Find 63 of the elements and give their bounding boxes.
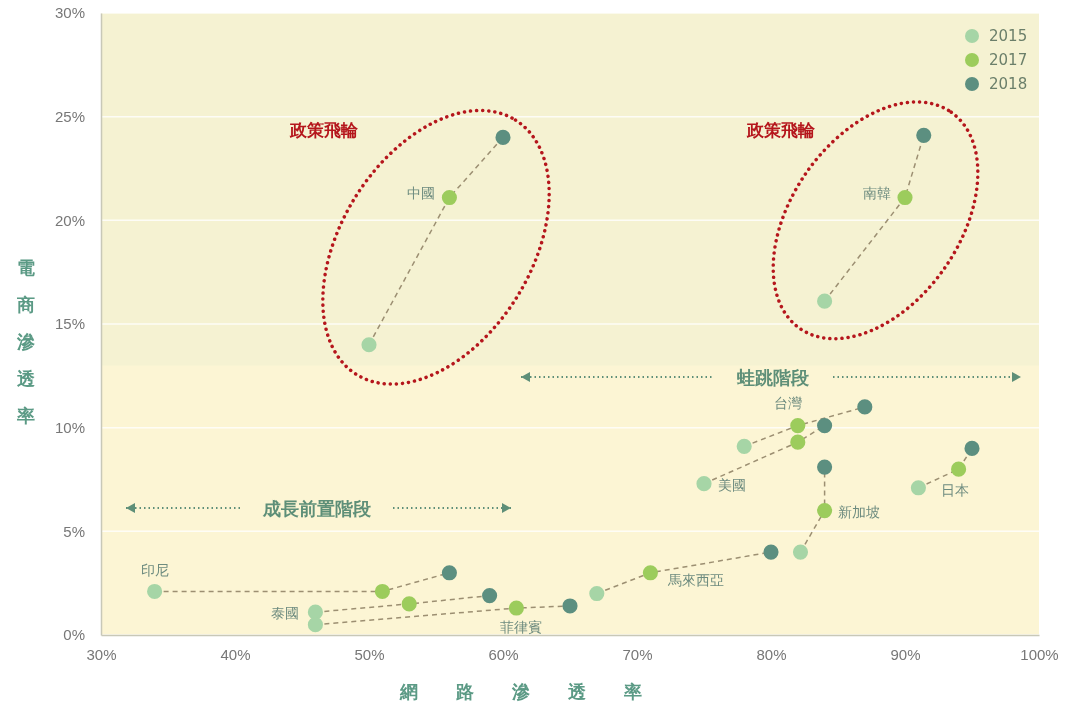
annotation: 泰國	[271, 605, 300, 622]
point	[441, 189, 457, 206]
x-tick-label: 80%	[756, 645, 787, 663]
x-tick-label: 70%	[622, 645, 653, 663]
annotation: 馬來西亞	[667, 571, 725, 588]
annotation: 政策飛輪	[746, 120, 816, 140]
point	[790, 434, 806, 450]
x-tick-label: 60%	[488, 645, 519, 663]
x-tick-label: 100%	[1020, 645, 1059, 663]
point	[916, 127, 932, 143]
point	[508, 600, 524, 616]
point	[374, 583, 390, 600]
point	[495, 129, 511, 145]
point	[482, 588, 498, 604]
annotation: 成長前置階段	[262, 498, 372, 519]
point	[910, 480, 926, 496]
point	[401, 596, 417, 612]
annotation: 蛙跳階段	[736, 367, 810, 388]
x-tick-label: 40%	[220, 645, 251, 663]
point	[817, 459, 833, 475]
annotation: 美國	[718, 476, 746, 493]
point	[763, 544, 779, 560]
point	[736, 438, 752, 454]
point	[792, 544, 809, 560]
y-tick-label: 20%	[54, 211, 85, 229]
point	[817, 293, 833, 309]
annotation: 印尼	[140, 562, 169, 579]
point	[857, 399, 873, 415]
y-tick-label: 5%	[63, 522, 85, 540]
y-tick-label: 25%	[54, 107, 85, 125]
point	[307, 617, 323, 633]
y-axis-title: 電商滲透率	[16, 257, 36, 426]
x-tick-label: 50%	[354, 645, 385, 663]
annotation: 日本	[940, 482, 969, 499]
point	[642, 565, 658, 581]
annotation: 南韓	[863, 184, 891, 201]
legend-label: 2015	[989, 27, 1028, 45]
x-tick-label: 90%	[890, 645, 921, 663]
point	[951, 461, 967, 477]
point	[964, 440, 980, 456]
y-tick-label: 0%	[63, 626, 85, 644]
point	[696, 476, 712, 492]
annotation: 新加坡	[837, 503, 880, 520]
annotation: 菲律賓	[500, 619, 543, 636]
annotation: 中國	[407, 184, 436, 201]
point	[589, 585, 605, 602]
legend-label: 2018	[989, 75, 1028, 93]
y-tick-label: 10%	[54, 418, 85, 436]
point	[790, 418, 806, 434]
point	[897, 189, 913, 206]
annotation: 政策飛輪	[289, 120, 359, 140]
point	[817, 418, 833, 434]
legend-label: 2017	[989, 51, 1028, 69]
point	[441, 565, 457, 581]
x-tick-label: 30%	[86, 645, 117, 663]
y-tick-label: 15%	[54, 315, 85, 333]
annotation: 台灣	[773, 394, 802, 411]
point	[361, 337, 377, 353]
x-axis-title: 網路滲透率	[399, 681, 680, 702]
point	[147, 583, 163, 600]
point	[562, 598, 578, 614]
y-tick-label: 30%	[54, 4, 85, 22]
point	[817, 503, 833, 519]
